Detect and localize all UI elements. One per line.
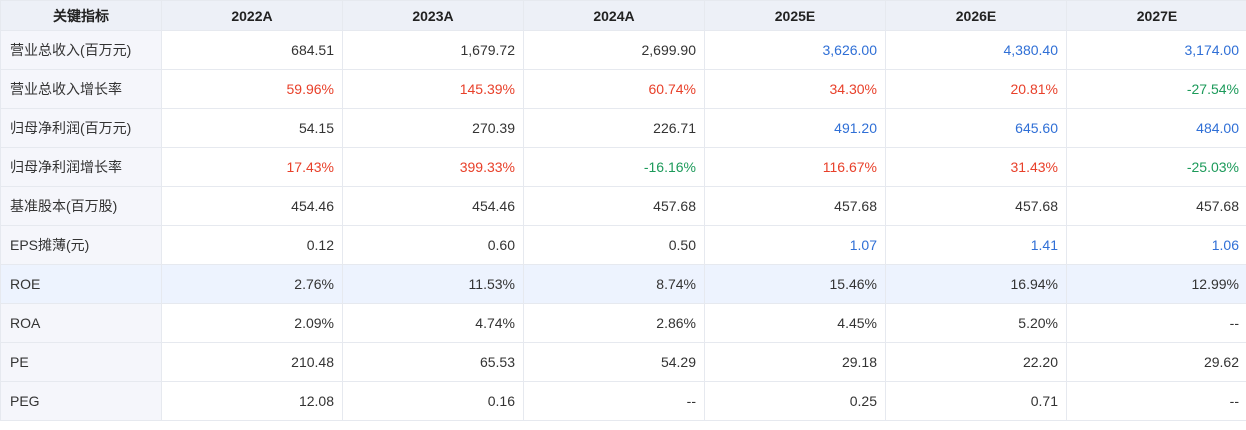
table-row: PEG 12.08 0.16 -- 0.25 0.71 -- <box>0 381 1246 421</box>
table-cell: 20.81% <box>885 69 1067 109</box>
table-cell: 12.99% <box>1066 264 1246 304</box>
table-cell: 60.74% <box>523 69 705 109</box>
table-cell: 3,626.00 <box>704 30 886 70</box>
row-label: 基准股本(百万股) <box>0 186 162 226</box>
table-row: 归母净利润增长率 17.43% 399.33% -16.16% 116.67% 31.43… <box>0 147 1246 187</box>
table-row: 营业总收入(百万元) 684.51 1,679.72 2,699.90 3,626.00… <box>0 30 1246 70</box>
table-row: 营业总收入增长率 59.96% 145.39% 60.74% 34.30% 20.81% -… <box>0 69 1246 109</box>
table-cell: 454.46 <box>161 186 343 226</box>
table-cell: 2.09% <box>161 303 343 343</box>
table-cell: 22.20 <box>885 342 1067 382</box>
header-year: 2022A <box>161 0 343 31</box>
row-label: ROA <box>0 303 162 343</box>
table-cell: -25.03% <box>1066 147 1246 187</box>
table-cell: 226.71 <box>523 108 705 148</box>
table-cell: 29.18 <box>704 342 886 382</box>
table-cell: 1.07 <box>704 225 886 265</box>
table-cell: 2,699.90 <box>523 30 705 70</box>
table-cell: 65.53 <box>342 342 524 382</box>
table-cell: 491.20 <box>704 108 886 148</box>
header-year: 2026E <box>885 0 1067 31</box>
table-cell: 0.12 <box>161 225 343 265</box>
row-label: 营业总收入(百万元) <box>0 30 162 70</box>
table-cell: 59.96% <box>161 69 343 109</box>
header-year: 2023A <box>342 0 524 31</box>
table-cell: 2.76% <box>161 264 343 304</box>
table-cell: 454.46 <box>342 186 524 226</box>
table-cell: 54.29 <box>523 342 705 382</box>
table-cell: 684.51 <box>161 30 343 70</box>
table-cell: 210.48 <box>161 342 343 382</box>
table-cell: -27.54% <box>1066 69 1246 109</box>
table-cell: 457.68 <box>885 186 1067 226</box>
table-cell: 484.00 <box>1066 108 1246 148</box>
table-body: 营业总收入(百万元) 684.51 1,679.72 2,699.90 3,626.00… <box>0 30 1246 421</box>
row-label: 归母净利润(百万元) <box>0 108 162 148</box>
table-cell: 145.39% <box>342 69 524 109</box>
header-label: 关键指标 <box>0 0 162 31</box>
row-label: 营业总收入增长率 <box>0 69 162 109</box>
row-label: PE <box>0 342 162 382</box>
table-cell: -- <box>1066 303 1246 343</box>
table-cell: 17.43% <box>161 147 343 187</box>
table-cell: 1,679.72 <box>342 30 524 70</box>
table-cell: 15.46% <box>704 264 886 304</box>
table-cell: 116.67% <box>704 147 886 187</box>
table-cell: 5.20% <box>885 303 1067 343</box>
table-cell: 270.39 <box>342 108 524 148</box>
table-cell: 3,174.00 <box>1066 30 1246 70</box>
table-cell: 1.06 <box>1066 225 1246 265</box>
table-row: 基准股本(百万股) 454.46 454.46 457.68 457.68 457.68 4… <box>0 186 1246 226</box>
table-cell: -- <box>1066 381 1246 421</box>
row-label: PEG <box>0 381 162 421</box>
table-cell: 8.74% <box>523 264 705 304</box>
table-cell: 2.86% <box>523 303 705 343</box>
table-cell: 12.08 <box>161 381 343 421</box>
table-cell: 399.33% <box>342 147 524 187</box>
table-cell: 645.60 <box>885 108 1067 148</box>
table-cell: 0.25 <box>704 381 886 421</box>
row-label: ROE <box>0 264 162 304</box>
header-year: 2024A <box>523 0 705 31</box>
table-cell: 11.53% <box>342 264 524 304</box>
table-row: PE 210.48 65.53 54.29 29.18 22.20 29.62 <box>0 342 1246 382</box>
table-cell: 0.16 <box>342 381 524 421</box>
table-cell: 0.71 <box>885 381 1067 421</box>
table-cell: 4.74% <box>342 303 524 343</box>
table-cell: 4,380.40 <box>885 30 1067 70</box>
table-cell: 457.68 <box>704 186 886 226</box>
header-row: 关键指标 2022A 2023A 2024A 2025E 2026E 2027E <box>0 0 1246 31</box>
key-metrics-table: 关键指标 2022A 2023A 2024A 2025E 2026E 2027E… <box>0 0 1246 421</box>
table-cell: 0.60 <box>342 225 524 265</box>
table-cell: 4.45% <box>704 303 886 343</box>
table-cell: 31.43% <box>885 147 1067 187</box>
table-cell: 16.94% <box>885 264 1067 304</box>
table-cell: 29.62 <box>1066 342 1246 382</box>
table-cell: 54.15 <box>161 108 343 148</box>
table-cell: -- <box>523 381 705 421</box>
table-cell: -16.16% <box>523 147 705 187</box>
table-row: ROE 2.76% 11.53% 8.74% 15.46% 16.94% 12.99% <box>0 264 1246 304</box>
header-year: 2027E <box>1066 0 1246 31</box>
header-year: 2025E <box>704 0 886 31</box>
table-cell: 457.68 <box>523 186 705 226</box>
table-row: ROA 2.09% 4.74% 2.86% 4.45% 5.20% -- <box>0 303 1246 343</box>
table-row: EPS摊薄(元) 0.12 0.60 0.50 1.07 1.41 1.06 <box>0 225 1246 265</box>
table-cell: 0.50 <box>523 225 705 265</box>
row-label: EPS摊薄(元) <box>0 225 162 265</box>
row-label: 归母净利润增长率 <box>0 147 162 187</box>
table-cell: 457.68 <box>1066 186 1246 226</box>
table-cell: 34.30% <box>704 69 886 109</box>
table-row: 归母净利润(百万元) 54.15 270.39 226.71 491.20 645.60 4… <box>0 108 1246 148</box>
table-cell: 1.41 <box>885 225 1067 265</box>
